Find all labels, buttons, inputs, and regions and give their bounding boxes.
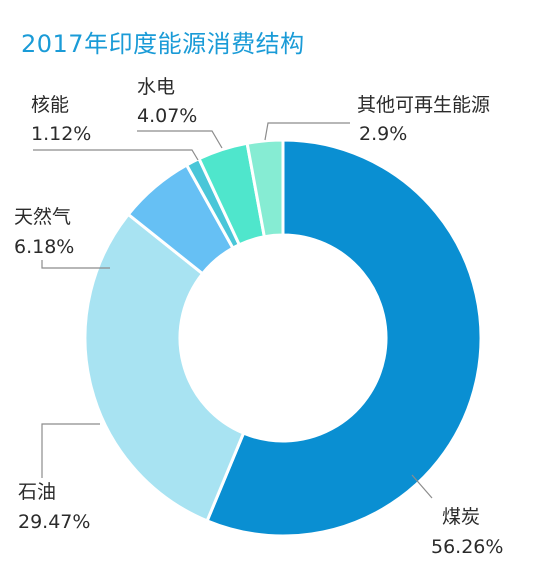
slice-value-gas: 6.18% xyxy=(14,236,74,258)
slice-name-hydro: 水电 xyxy=(137,76,175,98)
chart-title: 2017年印度能源消费结构 xyxy=(21,30,305,58)
slice-name-gas: 天然气 xyxy=(14,206,71,228)
slice-other-renewables xyxy=(245,138,285,239)
slice-value-nuclear: 1.12% xyxy=(31,123,91,145)
donut-slices xyxy=(83,138,483,538)
leader-line-gas xyxy=(41,260,110,269)
leader-line-coal xyxy=(411,474,433,499)
slice-name-nuclear: 核能 xyxy=(31,94,69,116)
leader-line-nuclear xyxy=(33,149,199,161)
slice-coal xyxy=(205,138,483,538)
leader-line-hydro xyxy=(137,130,223,149)
slice-oil xyxy=(83,212,246,523)
leader-line-other-renewables xyxy=(264,122,350,141)
slice-name-coal: 煤炭 xyxy=(442,506,480,528)
leader-lines xyxy=(33,122,433,499)
slice-value-other-renewables: 2.9% xyxy=(359,123,407,145)
slice-value-coal: 56.26% xyxy=(431,536,503,558)
slice-name-other-renewables: 其他可再生能源 xyxy=(357,94,490,116)
slice-value-oil: 29.47% xyxy=(18,511,90,533)
slice-value-hydro: 4.07% xyxy=(137,105,197,127)
slice-name-oil: 石油 xyxy=(18,481,56,503)
leader-line-oil xyxy=(41,423,100,478)
